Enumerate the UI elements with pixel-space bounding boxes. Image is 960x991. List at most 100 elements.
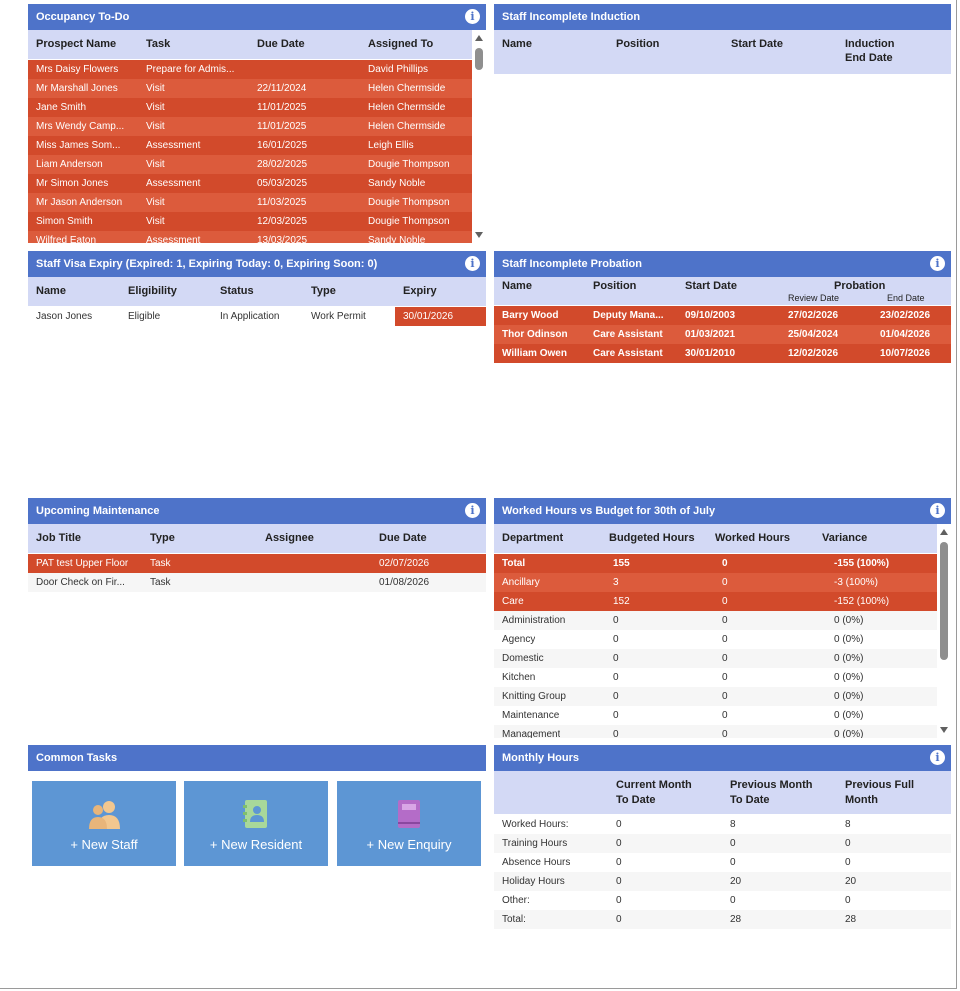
tile-label: + New Staff: [70, 837, 138, 852]
table-row[interactable]: Maintenance 0 0 0 (0%): [494, 706, 937, 725]
table-row[interactable]: Other: 0 0 0: [494, 891, 951, 910]
table-row[interactable]: PAT test Upper Floor Task 02/07/2026: [28, 554, 486, 573]
info-icon[interactable]: i: [465, 256, 480, 271]
col-probation[interactable]: Probation: [834, 280, 886, 292]
col-assigned-to[interactable]: Assigned To: [368, 38, 434, 50]
col-name[interactable]: Name: [502, 38, 532, 50]
col-type[interactable]: Type: [150, 532, 175, 544]
table-row[interactable]: Domestic 0 0 0 (0%): [494, 649, 937, 668]
table-row[interactable]: Mr Simon Jones Assessment 05/03/2025 Sandy …: [28, 174, 472, 193]
table-cell: -152 (100%): [834, 596, 890, 607]
table-cell: Total:: [502, 914, 526, 925]
new-resident-button[interactable]: + New Resident: [184, 781, 328, 866]
info-icon[interactable]: i: [930, 256, 945, 271]
table-row[interactable]: Agency 0 0 0 (0%): [494, 630, 937, 649]
table-row[interactable]: Liam Anderson Visit 28/02/2025 Dougie Thomp…: [28, 155, 472, 174]
col-variance[interactable]: Variance: [822, 532, 868, 544]
panel-title: Worked Hours vs Budget for 30th of July: [502, 505, 716, 517]
info-icon[interactable]: i: [930, 750, 945, 765]
table-row[interactable]: Total: 0 28 28: [494, 910, 951, 929]
col-induction[interactable]: Induction: [845, 38, 895, 50]
table-row[interactable]: Jane Smith Visit 11/01/2025 Helen Chermside: [28, 98, 472, 117]
table-row[interactable]: Wilfred Eaton Assessment 13/03/2025 Sandy N…: [28, 231, 472, 243]
scroll-down-icon[interactable]: [940, 727, 948, 733]
table-row[interactable]: Miss James Som... Assessment 16/01/2025 Lei…: [28, 136, 472, 155]
table-cell: 0: [722, 634, 728, 645]
col-expiry[interactable]: Expiry: [403, 285, 437, 297]
cell-expiry-expired: 30/01/2026: [395, 307, 486, 326]
table-row[interactable]: Holiday Hours 0 20 20: [494, 872, 951, 891]
table-cell: Assessment: [146, 178, 201, 189]
col-previous-full-sub[interactable]: Month: [845, 794, 878, 806]
table-row[interactable]: Simon Smith Visit 12/03/2025 Dougie Thompso…: [28, 212, 472, 231]
table-row[interactable]: Care 152 0 -152 (100%): [494, 592, 937, 611]
new-enquiry-button[interactable]: + New Enquiry: [337, 781, 481, 866]
col-position[interactable]: Position: [593, 280, 637, 292]
col-position[interactable]: Position: [616, 38, 660, 50]
col-type[interactable]: Type: [311, 285, 336, 297]
col-worked-hours[interactable]: Worked Hours: [715, 532, 790, 544]
col-task[interactable]: Task: [146, 38, 171, 50]
col-previous-month[interactable]: Previous Month: [730, 779, 813, 791]
table-row[interactable]: Door Check on Fir... Task 01/08/2026: [28, 573, 486, 592]
table-cell: 0 (0%): [834, 634, 864, 645]
table-row[interactable]: Thor Odinson Care Assistant 01/03/2021 25/0…: [494, 325, 951, 344]
table-row[interactable]: William Owen Care Assistant 30/01/2010 12/0…: [494, 344, 951, 363]
table-cell: Ancillary: [502, 577, 540, 588]
col-name[interactable]: Name: [36, 285, 66, 297]
table-row[interactable]: Management 0 0 0 (0%): [494, 725, 937, 738]
col-budgeted-hours[interactable]: Budgeted Hours: [609, 532, 695, 544]
col-current-month[interactable]: Current Month: [616, 779, 692, 791]
table-row[interactable]: Mrs Wendy Camp... Visit 11/01/2025 Helen Ch…: [28, 117, 472, 136]
table-cell: Jane Smith: [36, 102, 87, 113]
table-row[interactable]: Absence Hours 0 0 0: [494, 853, 951, 872]
table-row[interactable]: Training Hours 0 0 0: [494, 834, 951, 853]
table-cell: 0: [722, 577, 728, 588]
new-staff-button[interactable]: + New Staff: [32, 781, 176, 866]
col-end-date[interactable]: End Date: [845, 52, 893, 64]
table-row[interactable]: Ancillary 3 0 -3 (100%): [494, 573, 937, 592]
table-row[interactable]: Jason Jones Eligible In Application Work…: [28, 307, 486, 326]
col-job-title[interactable]: Job Title: [36, 532, 82, 544]
cell-due-date: 02/07/2026: [379, 558, 430, 569]
col-due-date[interactable]: Due Date: [257, 38, 305, 50]
scroll-up-icon[interactable]: [940, 529, 948, 535]
col-start-date[interactable]: Start Date: [685, 280, 737, 292]
col-status[interactable]: Status: [220, 285, 254, 297]
col-eligibility[interactable]: Eligibility: [128, 285, 177, 297]
table-cell: Domestic: [502, 653, 544, 664]
info-icon[interactable]: i: [930, 503, 945, 518]
col-previous-month-sub[interactable]: To Date: [730, 794, 770, 806]
table-row[interactable]: Total 155 0 -155 (100%): [494, 554, 937, 573]
col-current-month-sub[interactable]: To Date: [616, 794, 656, 806]
table-row[interactable]: Mrs Daisy Flowers Prepare for Admis... Dav…: [28, 60, 472, 79]
col-assignee[interactable]: Assignee: [265, 532, 314, 544]
col-name[interactable]: Name: [502, 280, 532, 292]
col-due-date[interactable]: Due Date: [379, 532, 427, 544]
table-row[interactable]: Mr Marshall Jones Visit 22/11/2024 Helen Ch…: [28, 79, 472, 98]
col-prospect-name[interactable]: Prospect Name: [36, 38, 117, 50]
table-cell: 25/04/2024: [788, 329, 839, 340]
table-cell: 22/11/2024: [257, 83, 307, 94]
table-row[interactable]: Mr Jason Anderson Visit 11/03/2025 Dougie T…: [28, 193, 472, 212]
info-icon[interactable]: i: [465, 9, 480, 24]
table-cell: David Phillips: [368, 64, 429, 75]
table-row[interactable]: Knitting Group 0 0 0 (0%): [494, 687, 937, 706]
col-previous-full[interactable]: Previous Full: [845, 779, 915, 791]
col-start-date[interactable]: Start Date: [731, 38, 783, 50]
table-row[interactable]: Worked Hours: 0 8 8: [494, 815, 951, 834]
scroll-up-icon[interactable]: [475, 35, 483, 41]
scroll-down-icon[interactable]: [475, 232, 483, 238]
info-icon[interactable]: i: [465, 503, 480, 518]
scrollbar[interactable]: [937, 524, 951, 738]
table-row[interactable]: Administration 0 0 0 (0%): [494, 611, 937, 630]
table-cell: 0 (0%): [834, 615, 864, 626]
table-row[interactable]: Kitchen 0 0 0 (0%): [494, 668, 937, 687]
col-review-date[interactable]: Review Date: [788, 293, 840, 303]
scroll-thumb[interactable]: [940, 542, 948, 660]
col-department[interactable]: Department: [502, 532, 564, 544]
col-end-date[interactable]: End Date: [887, 293, 925, 303]
table-row[interactable]: Barry Wood Deputy Mana... 09/10/2003 27/02/…: [494, 306, 951, 325]
scroll-thumb[interactable]: [475, 48, 483, 70]
scrollbar[interactable]: [472, 30, 486, 243]
